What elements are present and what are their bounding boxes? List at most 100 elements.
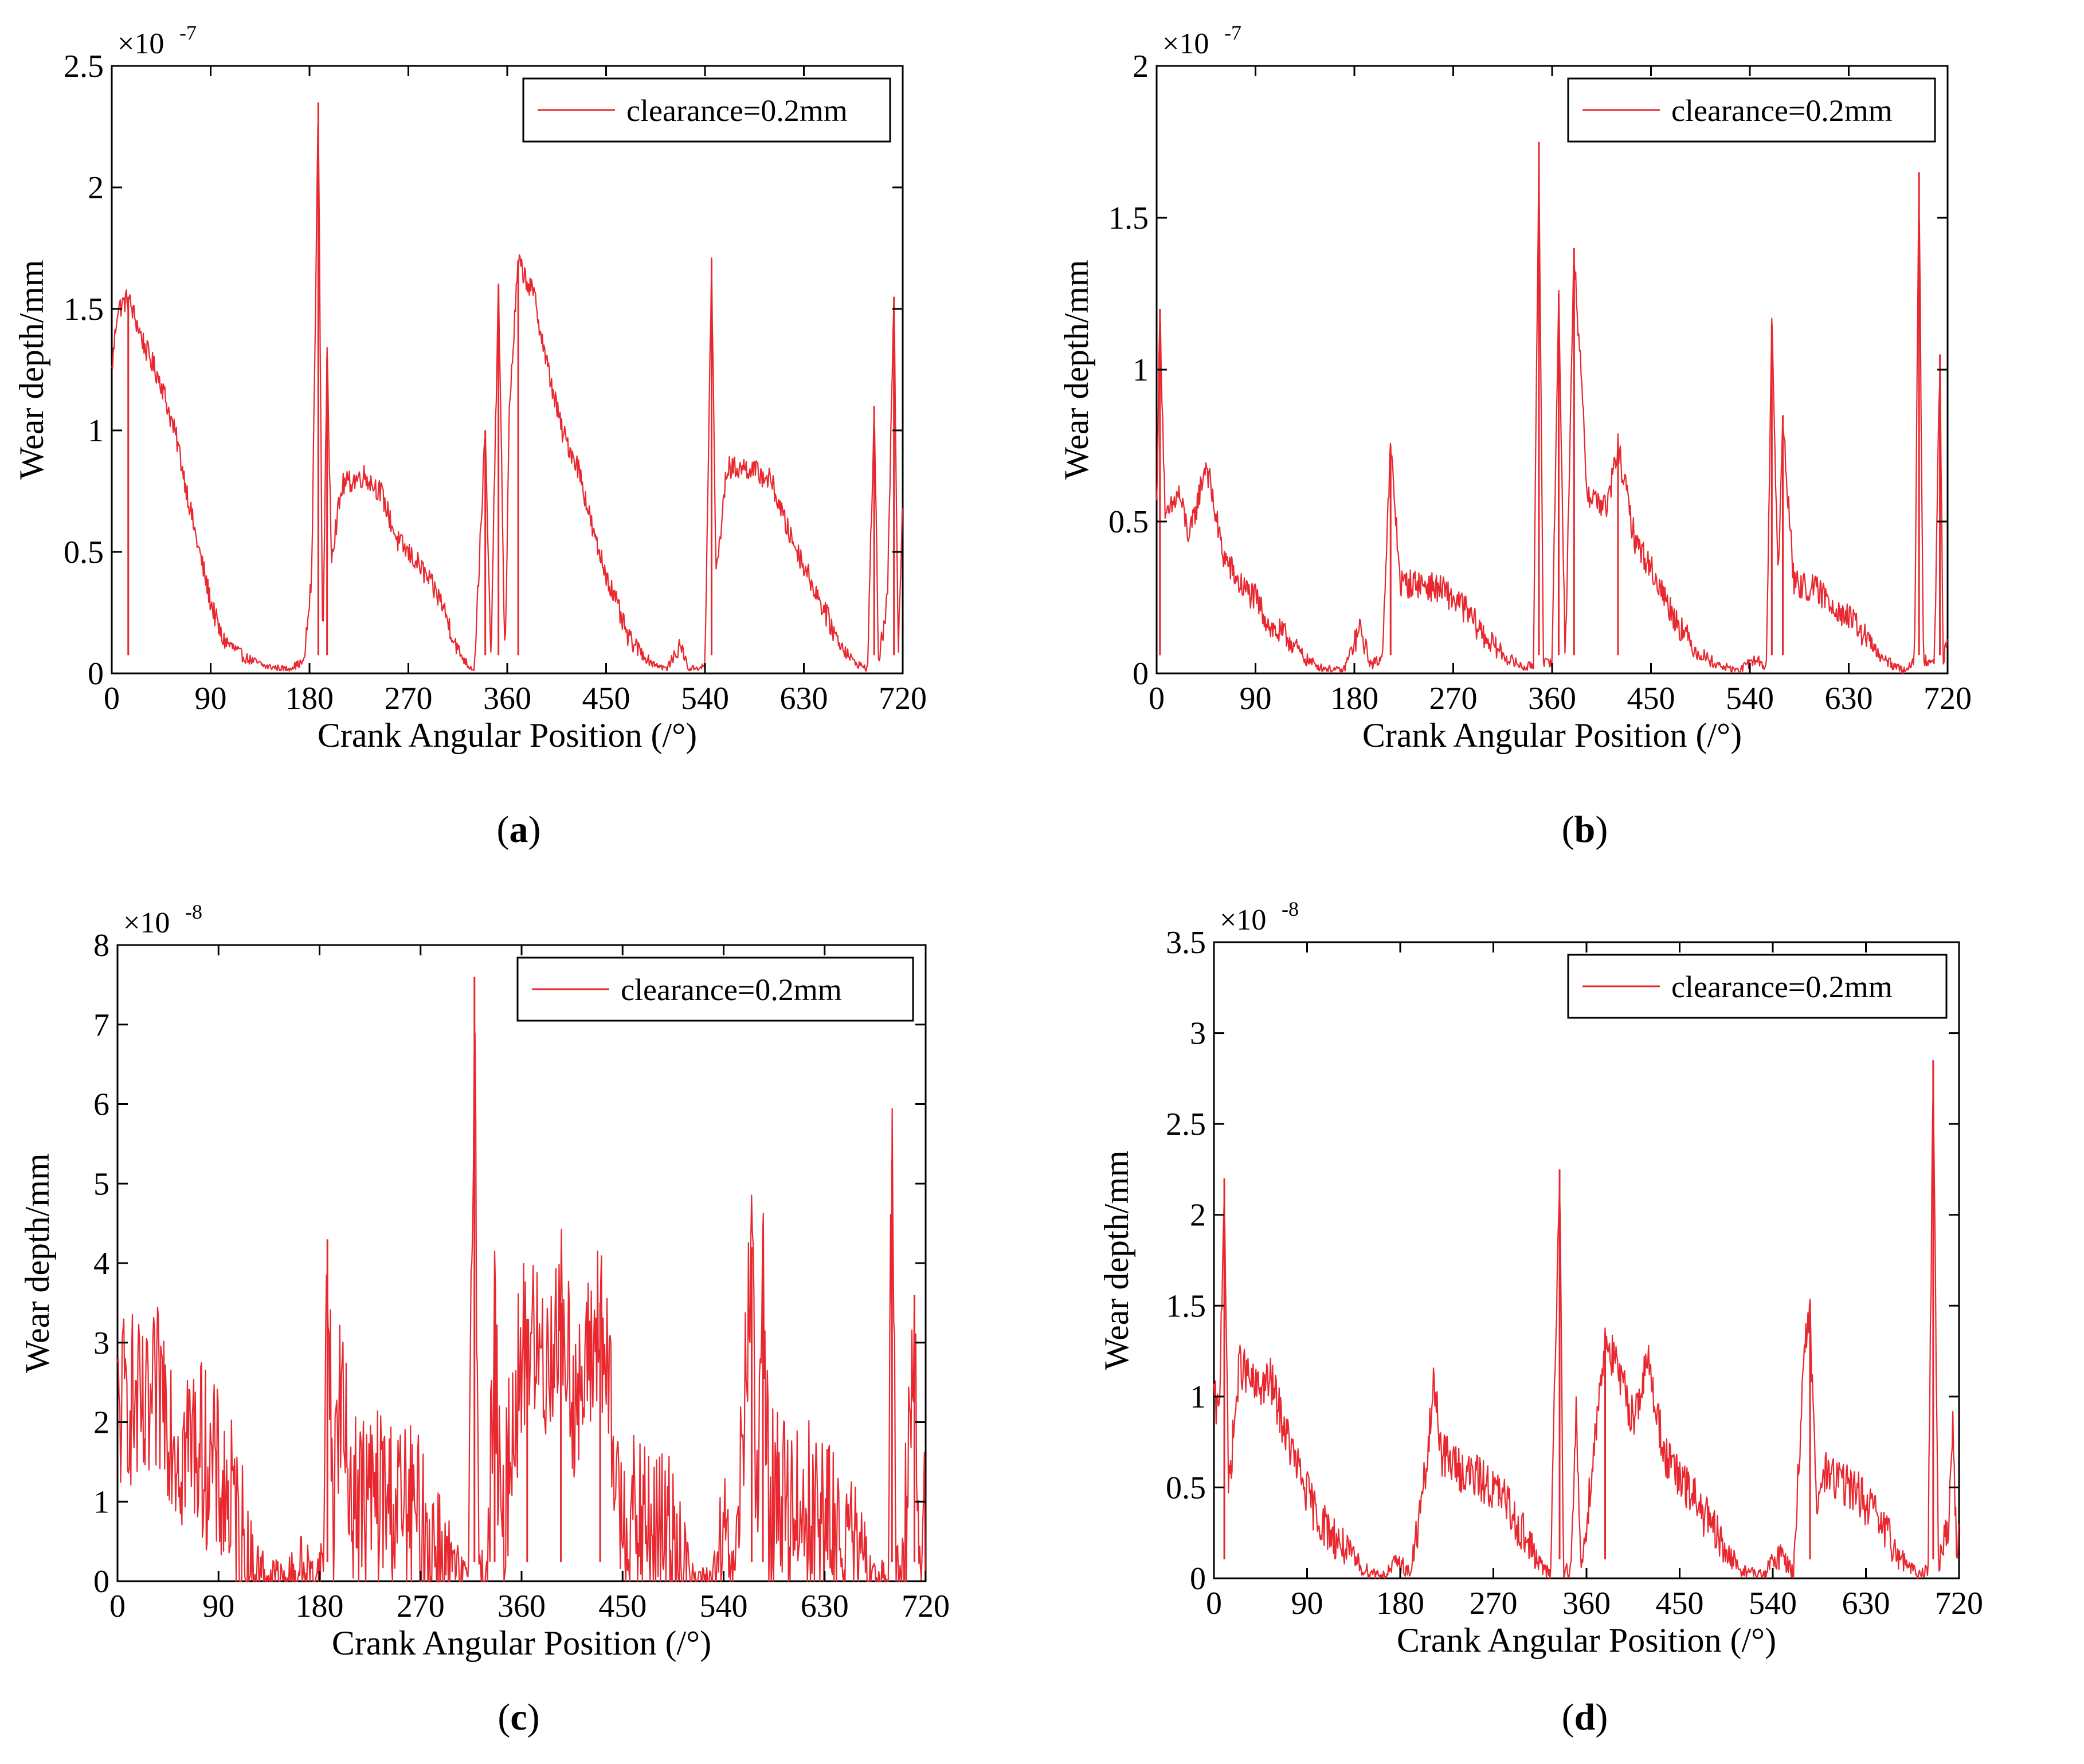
axes-frame bbox=[111, 65, 904, 675]
y-tick-label: 4 bbox=[93, 1246, 109, 1281]
chart-d-svg: 0 90 180 270 360 450 540 630 720 0 0.5 1 1.5 2 2.5 3 3.5… bbox=[1098, 897, 1983, 1659]
legend: clearance=0.2mm bbox=[1567, 954, 1948, 1019]
x-tick-label: 540 bbox=[1726, 681, 1774, 716]
x-tick-label: 450 bbox=[598, 1589, 647, 1624]
axes-frame bbox=[1213, 941, 1960, 1579]
series-line-clearance bbox=[116, 1032, 926, 1582]
legend: clearance=0.2mm bbox=[1567, 77, 1936, 143]
y-tick-label: 3 bbox=[1190, 1016, 1206, 1052]
y-tick-label: 6 bbox=[93, 1087, 109, 1123]
y-tick-label: 2.5 bbox=[1166, 1107, 1206, 1142]
x-axis-label: Crank Angular Position (/°) bbox=[332, 1624, 711, 1662]
y-multiplier-exponent: -8 bbox=[185, 900, 202, 923]
y-tick-label: 0 bbox=[1190, 1561, 1206, 1597]
y-axis-label: Wear depth/mm bbox=[1057, 260, 1095, 479]
legend-label: clearance=0.2mm bbox=[621, 973, 842, 1007]
x-tick-label: 630 bbox=[1825, 681, 1873, 716]
y-multiplier-exponent: -7 bbox=[1224, 21, 1241, 44]
x-axis-label: Crank Angular Position (/°) bbox=[1397, 1621, 1776, 1659]
axes-frame bbox=[1155, 65, 1949, 675]
x-tick-label: 270 bbox=[1429, 681, 1478, 716]
y-tick-label: 3 bbox=[93, 1326, 109, 1361]
x-tick-label: 450 bbox=[582, 681, 630, 716]
legend: clearance=0.2mm bbox=[516, 957, 914, 1022]
x-tick-label: 630 bbox=[780, 681, 828, 716]
series-line-clearance bbox=[111, 125, 903, 672]
y-tick-label: 8 bbox=[93, 928, 109, 963]
y-multiplier: ×10 bbox=[1162, 28, 1209, 60]
y-tick-label: 2 bbox=[1133, 49, 1149, 84]
y-axis-label: Wear depth/mm bbox=[1098, 1150, 1135, 1370]
x-tick-label: 540 bbox=[700, 1589, 748, 1624]
x-tick-label: 720 bbox=[902, 1589, 950, 1624]
x-tick-label: 360 bbox=[498, 1589, 546, 1624]
x-tick-label: 90 bbox=[202, 1589, 234, 1624]
x-tick-label: 90 bbox=[1240, 681, 1272, 716]
legend: clearance=0.2mm bbox=[522, 77, 891, 143]
x-axis-label: Crank Angular Position (/°) bbox=[318, 716, 697, 754]
x-tick-label: 0 bbox=[1149, 681, 1165, 716]
chart-b-svg: 0 90 180 270 360 450 540 630 720 0 0.5 1 1.5 2 ×10 -7 Cr… bbox=[1057, 21, 1972, 754]
y-tick-label: 1.5 bbox=[1166, 1288, 1206, 1324]
x-tick-label: 0 bbox=[104, 681, 120, 716]
x-tick-label: 90 bbox=[1291, 1586, 1323, 1621]
x-tick-label: 90 bbox=[195, 681, 227, 716]
x-tick-label: 0 bbox=[1206, 1586, 1222, 1621]
x-tick-label: 270 bbox=[1470, 1586, 1518, 1621]
x-axis-label: Crank Angular Position (/°) bbox=[1362, 716, 1742, 754]
x-tick-label: 630 bbox=[801, 1589, 849, 1624]
y-multiplier-exponent: -8 bbox=[1282, 897, 1299, 920]
y-multiplier: ×10 bbox=[1220, 904, 1266, 936]
y-axis-label: Wear depth/mm bbox=[18, 1153, 56, 1373]
caption-b: (b) bbox=[1561, 809, 1608, 850]
chart-panel-a: 0 90 180 270 360 450 540 630 720 0 0.5 1 1.5 2 2.5 ×10-… bbox=[0, 0, 1042, 882]
y-multiplier: ×10 bbox=[117, 28, 164, 60]
legend-label: clearance=0.2mm bbox=[1671, 970, 1893, 1004]
y-tick-label: 0 bbox=[93, 1564, 109, 1600]
axes-frame bbox=[116, 944, 927, 1582]
y-tick-label: 2 bbox=[88, 170, 104, 206]
y-multiplier-exponent: -7 bbox=[179, 21, 197, 44]
y-tick-label: 5 bbox=[93, 1166, 109, 1202]
y-multiplier: ×10 bbox=[123, 907, 170, 939]
x-tick-label: 720 bbox=[1935, 1586, 1983, 1621]
x-tick-label: 540 bbox=[681, 681, 729, 716]
y-tick-label: 2 bbox=[1190, 1198, 1206, 1233]
x-tick-label: 180 bbox=[1376, 1586, 1424, 1621]
legend-label: clearance=0.2mm bbox=[1671, 93, 1893, 128]
y-tick-label: 1.5 bbox=[1108, 201, 1149, 236]
y-tick-label: 7 bbox=[93, 1008, 109, 1043]
x-tick-label: 360 bbox=[483, 681, 531, 716]
chart-panel-c: 0 90 180 270 360 450 540 630 720 0 1 2 3 4 5 6 7 8 ×10 -8 Cr… bbox=[0, 882, 1042, 1764]
legend-label: clearance=0.2mm bbox=[626, 93, 848, 128]
y-tick-label: 1 bbox=[93, 1484, 109, 1520]
x-tick-label: 450 bbox=[1656, 1586, 1704, 1621]
y-tick-label: 0.5 bbox=[64, 535, 104, 570]
chart-a-svg: 0 90 180 270 360 450 540 630 720 0 0.5 1 1.5 2 2.5 ×10-… bbox=[13, 21, 927, 754]
x-tick-label: 0 bbox=[109, 1589, 126, 1624]
y-tick-label: 1.5 bbox=[64, 292, 104, 327]
x-tick-label: 180 bbox=[296, 1589, 344, 1624]
x-tick-label: 360 bbox=[1562, 1586, 1611, 1621]
y-tick-label: 3.5 bbox=[1166, 925, 1206, 961]
caption-c-letter: c bbox=[510, 1696, 527, 1738]
caption-a-letter: a bbox=[509, 809, 528, 850]
series-line-clearance bbox=[1213, 1085, 1960, 1579]
caption-a: (a) bbox=[496, 809, 541, 850]
y-tick-label: 1 bbox=[1190, 1379, 1206, 1415]
y-axis-label: Wear depth/mm bbox=[13, 260, 50, 479]
chart-c-svg: 0 90 180 270 360 450 540 630 720 0 1 2 3 4 5 6 7 8 ×10 -8 Cr… bbox=[18, 900, 950, 1662]
y-tick-label: 0 bbox=[1133, 656, 1149, 692]
x-tick-label: 180 bbox=[285, 681, 334, 716]
caption-c: (c) bbox=[498, 1696, 540, 1738]
x-tick-label: 270 bbox=[385, 681, 433, 716]
x-tick-label: 720 bbox=[879, 681, 927, 716]
x-tick-label: 630 bbox=[1842, 1586, 1890, 1621]
chart-panel-d: 0 90 180 270 360 450 540 630 720 0 0.5 1 1.5 2 2.5 3 3.5… bbox=[1042, 882, 2084, 1764]
chart-panel-b: 0 90 180 270 360 450 540 630 720 0 0.5 1 1.5 2 ×10 -7 Cr… bbox=[1042, 0, 2084, 882]
x-tick-label: 270 bbox=[397, 1589, 445, 1624]
y-tick-label: 0 bbox=[88, 656, 104, 692]
x-tick-label: 540 bbox=[1749, 1586, 1797, 1621]
caption-d: (d) bbox=[1561, 1696, 1608, 1738]
